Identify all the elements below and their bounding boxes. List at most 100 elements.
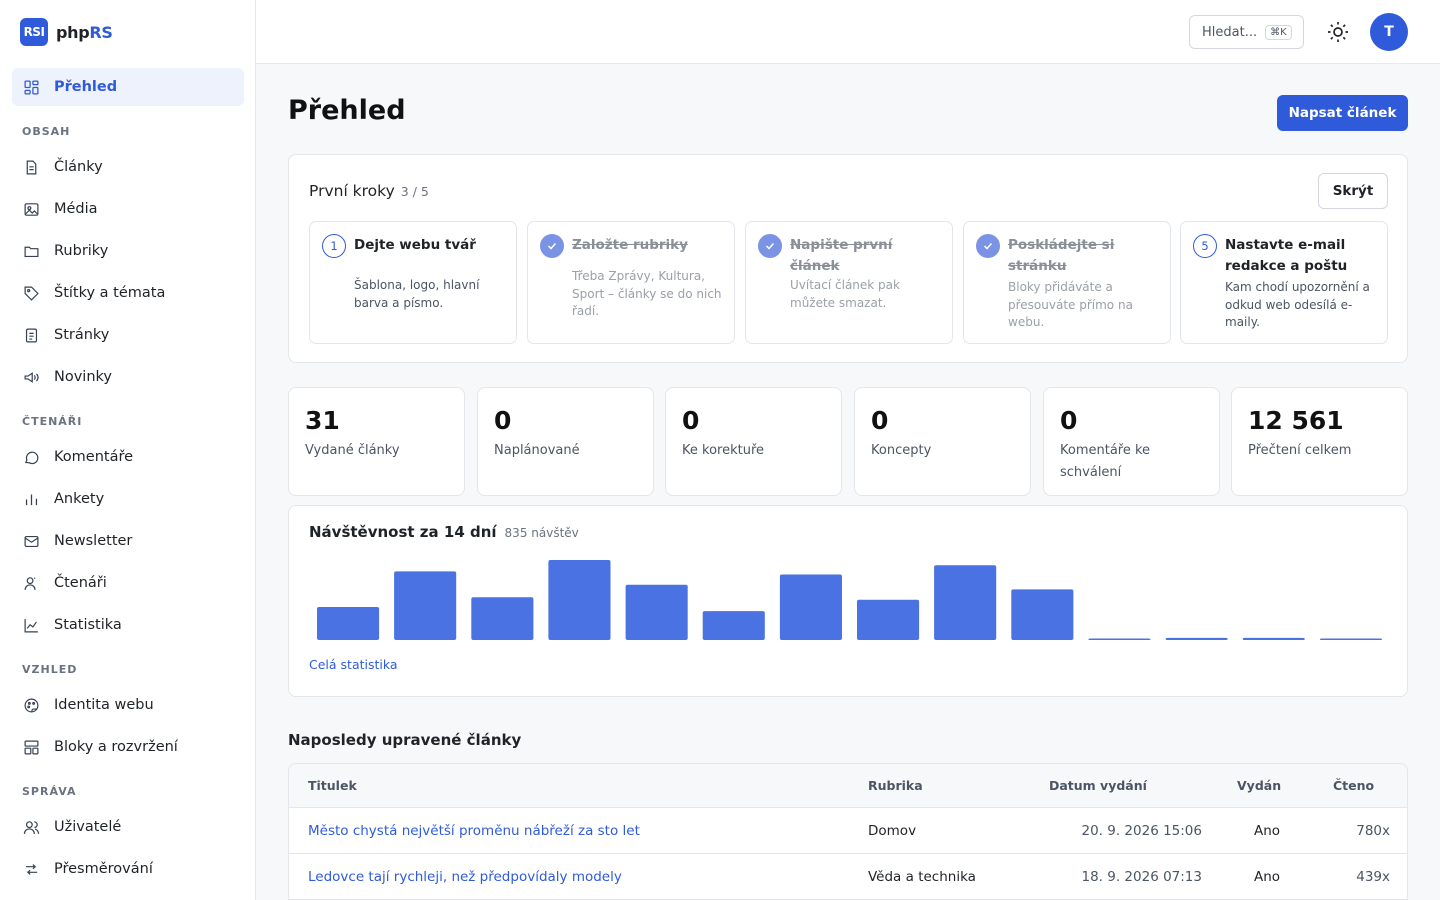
traffic-bar[interactable] <box>471 597 534 640</box>
avatar[interactable]: T <box>1370 13 1408 51</box>
step-card-2[interactable]: Založte rubriky Třeba Zprávy, Kultura, S… <box>527 221 735 344</box>
hide-steps-button[interactable]: Skrýt <box>1318 173 1388 209</box>
traffic-bar[interactable] <box>1165 637 1228 640</box>
stat-label: Ke korektuře <box>682 443 765 458</box>
traffic-bar[interactable] <box>625 584 688 640</box>
sidebar-item-label: Bloky a rozvržení <box>54 739 178 755</box>
sidebar-item-stranky[interactable]: Stránky <box>12 316 244 354</box>
article-published: Ano <box>1254 823 1281 839</box>
stat-label: Naplánované <box>494 443 580 458</box>
sidebar-item-identita[interactable]: Identita webu <box>12 686 244 724</box>
step-title: Napište první článek <box>790 237 893 274</box>
user-icon <box>24 576 36 590</box>
traffic-bar[interactable] <box>394 571 457 640</box>
stat-card-published[interactable]: 31 Vydané články <box>288 387 465 496</box>
traffic-bar[interactable] <box>934 565 997 640</box>
traffic-bar[interactable] <box>317 607 380 640</box>
traffic-bar[interactable] <box>702 611 765 640</box>
sidebar-item-label: Štítky a témata <box>54 285 166 301</box>
table-row[interactable]: Město chystá největší proměnu nábřeží za… <box>289 808 1407 854</box>
sidebar-item-rubriky[interactable]: Rubriky <box>12 232 244 270</box>
sidebar-item-komentare[interactable]: Komentáře <box>12 438 244 476</box>
col-date[interactable]: Datum vydání <box>1049 778 1147 793</box>
step-desc: Kam chodí upozornění a odkud web odesílá… <box>1225 280 1370 329</box>
layout-icon <box>24 740 39 754</box>
image-icon <box>24 202 39 216</box>
step-desc: Bloky přidáváte a přesouváte přímo na we… <box>1008 280 1133 329</box>
sidebar-item-prehled[interactable]: Přehled <box>12 68 244 106</box>
logo-mark: RSI <box>20 18 48 46</box>
step-desc: Třeba Zprávy, Kultura, Sport – články se… <box>572 269 722 318</box>
sidebar-item-label: Přehled <box>54 79 118 95</box>
col-reads[interactable]: Čteno <box>1333 778 1375 793</box>
search-button[interactable]: Hledat... ⌘K <box>1189 15 1304 49</box>
step-card-4[interactable]: Poskládejte si stránku Bloky přidáváte a… <box>963 221 1171 344</box>
document-icon <box>26 160 37 174</box>
article-date: 18. 9. 2026 07:13 <box>1081 869 1203 885</box>
traffic-bar[interactable] <box>857 599 920 640</box>
sidebar-item-stitky[interactable]: Štítky a témata <box>12 274 244 312</box>
stat-card-drafts[interactable]: 0 Koncepty <box>854 387 1031 496</box>
col-category[interactable]: Rubrika <box>868 778 923 793</box>
logo-text: phpRS <box>56 23 113 42</box>
sidebar-item-novinky[interactable]: Novinky <box>12 358 244 396</box>
sidebar-nav: Přehled OBSAH Články Média Rubriky Štítk… <box>12 68 244 892</box>
step-number: 5 <box>1193 234 1217 258</box>
traffic-bar[interactable] <box>1088 638 1151 641</box>
stat-card-scheduled[interactable]: 0 Naplánované <box>477 387 654 496</box>
nav-section-title: ČTENÁŘI <box>22 414 83 428</box>
stat-value: 0 <box>494 406 512 435</box>
recent-articles-table: Titulek Rubrika Datum vydání Vydán Čteno… <box>288 763 1408 900</box>
sidebar-item-uzivatele[interactable]: Uživatelé <box>12 808 244 846</box>
first-steps-count: 3 / 5 <box>400 184 429 199</box>
first-steps-heading: První kroky <box>309 182 395 200</box>
sidebar-item-presmerovani[interactable]: Přesměrování <box>12 850 244 888</box>
step-card-5[interactable]: 5 Nastavte e-mail redakce a poštu Kam ch… <box>1180 221 1388 344</box>
sun-icon[interactable] <box>1326 20 1350 44</box>
page-title: Přehled <box>288 95 406 126</box>
full-stats-link[interactable]: Celá statistika <box>309 657 398 672</box>
sidebar-item-clanky[interactable]: Články <box>12 148 244 186</box>
col-published[interactable]: Vydán <box>1237 778 1282 793</box>
nav-section-title: OBSAH <box>22 124 71 138</box>
sidebar-item-label: Identita webu <box>54 697 154 713</box>
sidebar-item-label: Stránky <box>54 327 110 343</box>
article-title-link[interactable]: Město chystá největší proměnu nábřeží za… <box>308 823 640 839</box>
sidebar-item-label: Články <box>54 159 103 175</box>
stat-card-reads[interactable]: 12 561 Přečtení celkem <box>1231 387 1408 496</box>
sidebar: RSI phpRS Přehled OBSAH Články Média Rub… <box>0 0 256 900</box>
article-reads: 439x <box>1356 869 1390 885</box>
traffic-bar[interactable] <box>779 574 842 641</box>
col-title[interactable]: Titulek <box>308 778 357 793</box>
chart-icon <box>24 618 38 632</box>
stat-card-review[interactable]: 0 Ke korektuře <box>665 387 842 496</box>
folder-icon <box>24 246 39 257</box>
traffic-bar[interactable] <box>1319 638 1382 641</box>
sidebar-item-ctenari[interactable]: Čtenáři <box>12 564 244 602</box>
stat-label: Komentáře ke schválení <box>1060 443 1151 480</box>
step-card-3[interactable]: Napište první článek Uvítací článek pak … <box>745 221 953 344</box>
stat-card-comments[interactable]: 0 Komentáře ke schválení <box>1043 387 1220 496</box>
article-title-link[interactable]: Ledovce tají rychleji, než předpovídaly … <box>308 869 622 885</box>
sidebar-item-bloky[interactable]: Bloky a rozvržení <box>12 728 244 766</box>
stat-label: Přečtení celkem <box>1248 443 1352 458</box>
traffic-bar[interactable] <box>1011 589 1074 640</box>
sidebar-item-media[interactable]: Média <box>12 190 244 228</box>
traffic-bar[interactable] <box>548 560 611 640</box>
step-card-1[interactable]: 1 Dejte webu tvář Šablona, logo, hlavní … <box>309 221 517 344</box>
traffic-bar[interactable] <box>1242 637 1305 640</box>
sidebar-item-label: Komentáře <box>54 449 134 465</box>
sidebar-item-statistika[interactable]: Statistika <box>12 606 244 644</box>
sidebar-item-newsletter[interactable]: Newsletter <box>12 522 244 560</box>
logo-text-a: php <box>56 22 90 42</box>
traffic-title: Návštěvnost za 14 dní 835 návštěv <box>309 523 579 541</box>
step-title: Založte rubriky <box>572 237 688 253</box>
sidebar-item-ankety[interactable]: Ankety <box>12 480 244 518</box>
table-row[interactable]: Ledovce tají rychleji, než předpovídaly … <box>289 854 1407 900</box>
brand-logo[interactable]: RSI phpRS <box>20 18 113 46</box>
check-icon <box>758 234 782 258</box>
nav-section-title: SPRÁVA <box>22 784 77 798</box>
traffic-card: Návštěvnost za 14 dní 835 návštěv Celá st… <box>288 505 1408 697</box>
search-shortcut: ⌘K <box>1265 24 1292 40</box>
new-article-button[interactable]: Napsat článek <box>1277 95 1408 131</box>
